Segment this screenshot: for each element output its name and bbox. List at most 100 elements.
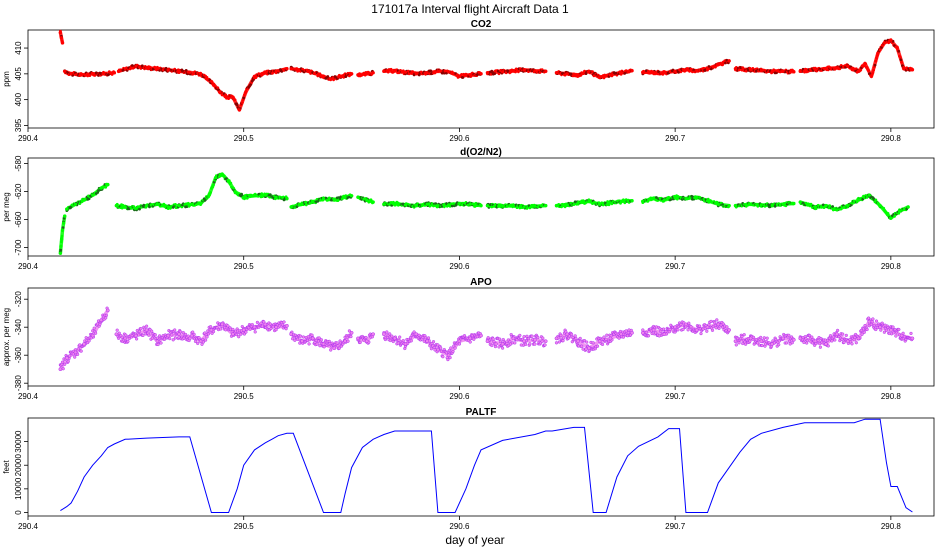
d-o2-n2-data-point (414, 204, 418, 208)
co2-point (227, 97, 231, 100)
apo-data-point (241, 328, 246, 332)
apo-point (493, 345, 497, 349)
co2-data-point (781, 69, 785, 73)
co2-point (240, 101, 244, 104)
apo-point (296, 337, 300, 341)
apo-point (530, 334, 534, 338)
co2-data-point (813, 68, 818, 72)
apo-point (87, 339, 91, 343)
co2-point (326, 75, 330, 78)
co2-y-axis-label: ppm (2, 71, 11, 87)
d-o2-n2-point (222, 174, 226, 178)
apo-point (135, 337, 139, 341)
d-o2-n2-data-point (457, 201, 461, 206)
apo-point (429, 347, 433, 351)
co2-point (875, 56, 878, 60)
d-o2-n2-point (61, 226, 65, 230)
co2-point (460, 73, 463, 76)
apo-points (114, 324, 192, 347)
apo-point (491, 337, 495, 341)
d-o2-n2-data-point (114, 204, 118, 208)
apo-point (259, 321, 263, 325)
apo-data-point (73, 350, 78, 355)
apo-data-point (65, 356, 69, 360)
apo-point (734, 343, 738, 347)
apo-point (284, 327, 288, 331)
d-o2-n2-data-point (252, 194, 257, 198)
paltf-series-line (60, 418, 913, 513)
d-o2-n2-data-point (673, 195, 677, 199)
apo-point (61, 367, 65, 371)
apo-data-point (781, 336, 785, 341)
d-o2-n2-data-point (652, 197, 656, 201)
apo-data-point (356, 336, 360, 341)
d-o2-n2-data-point (511, 204, 515, 208)
apo-data-point (349, 330, 354, 335)
co2-point (623, 71, 627, 75)
d-o2-n2-data-point (716, 202, 720, 206)
d-o2-n2-data-point (123, 205, 127, 209)
d-o2-n2-point (339, 195, 343, 199)
d-o2-n2-data-point (798, 200, 802, 204)
apo-point (523, 342, 528, 346)
apo-y-tick-label: -340 (14, 319, 23, 336)
co2-points (289, 65, 354, 82)
d-o2-n2-data-point (134, 206, 138, 210)
d-o2-n2-point (839, 207, 843, 211)
apo-data-point (845, 339, 850, 344)
d-o2-n2-data-point (501, 204, 505, 208)
d-o2-n2-point (229, 181, 233, 185)
apo-point (139, 327, 143, 331)
apo-point (540, 339, 544, 343)
co2-point (872, 65, 876, 69)
d-o2-n2-data-point (220, 172, 224, 176)
d-o2-n2-data-point (641, 199, 645, 203)
apo-point (191, 330, 195, 334)
apo-point (513, 341, 517, 345)
d-o2-n2-data-point (759, 203, 764, 207)
co2-data-point (252, 74, 257, 78)
d-o2-n2-point (59, 248, 63, 252)
d-o2-n2-data-point (906, 205, 910, 209)
apo-points (733, 332, 796, 350)
apo-points (641, 318, 731, 338)
co2-data-point (218, 90, 222, 94)
apo-point (835, 328, 840, 332)
apo-point (173, 328, 177, 332)
apo-point (737, 341, 741, 345)
apo-data-point (522, 339, 526, 344)
co2-data-point (58, 30, 63, 35)
apo-point (528, 342, 532, 346)
d-o2-n2-data-point (619, 199, 623, 203)
apo-point (349, 335, 353, 339)
apo-x-tick-label: 290.8 (881, 392, 902, 401)
co2-point (184, 69, 188, 72)
apo-data-point (90, 333, 95, 338)
co2-point (897, 49, 901, 53)
d-o2-n2-data-point (58, 251, 63, 255)
apo-data-point (651, 328, 656, 332)
apo-data-point (252, 325, 257, 330)
d-o2-n2-points (356, 195, 375, 205)
apo-x-tick-label: 290.5 (234, 392, 255, 401)
d-o2-n2-data-point (356, 195, 360, 199)
apo-data-point (511, 336, 516, 341)
apo-data-point (343, 339, 347, 344)
co2-x-tick-label: 290.4 (18, 134, 39, 143)
co2-data-point (60, 41, 65, 45)
apo-point (170, 333, 174, 337)
co2-data-point (274, 69, 278, 73)
d-o2-n2-x-tick-label: 290.8 (881, 262, 902, 271)
co2-point (429, 69, 433, 73)
d-o2-n2-data-point (207, 193, 211, 197)
co2-data-point (188, 70, 192, 74)
co2-data-point (69, 72, 73, 76)
apo-point (850, 342, 854, 346)
apo-point (396, 341, 400, 345)
apo-point (468, 340, 472, 344)
co2-data-point (356, 73, 360, 77)
apo-data-point (813, 339, 818, 344)
apo-point (526, 337, 531, 341)
co2-points (117, 63, 289, 112)
co2-data-point (231, 95, 235, 99)
